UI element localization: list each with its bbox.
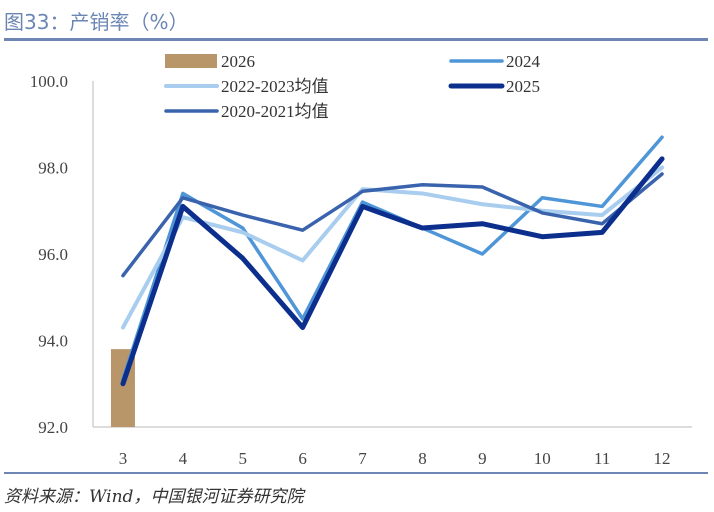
y-tick-label: 92.0 <box>38 418 68 437</box>
x-tick-label: 6 <box>298 449 307 468</box>
series-line-2022-2023均值 <box>120 165 665 330</box>
line-chart: 92.0 94.0 96.0 98.0 100.0 3 4 5 6 7 8 9 10 11 12 2026… <box>30 52 692 468</box>
series-line-2025 <box>120 156 665 387</box>
source-note: 资料来源：Wind，中国银河证券研究院 <box>4 487 304 507</box>
series-lines <box>120 135 665 387</box>
y-tick-label: 100.0 <box>30 72 68 91</box>
x-tick-label: 9 <box>478 449 487 468</box>
x-tick-label: 5 <box>239 449 248 468</box>
x-tick-label: 11 <box>594 449 610 468</box>
legend: 2026 2024 2022-2023均值 2025 2020-2021均值 <box>164 52 541 121</box>
x-tick-label: 8 <box>418 449 427 468</box>
x-tick-labels: 3 4 5 6 7 8 9 10 11 12 <box>119 449 671 468</box>
x-tick-label: 12 <box>654 449 671 468</box>
series-line-2020-2021均值 <box>121 172 664 278</box>
x-tick-label: 10 <box>534 449 551 468</box>
legend-label: 2024 <box>506 52 541 71</box>
y-tick-labels: 92.0 94.0 96.0 98.0 100.0 <box>30 72 68 437</box>
x-tick-label: 4 <box>179 449 188 468</box>
footer-divider <box>4 472 708 474</box>
y-tick-label: 94.0 <box>38 332 68 351</box>
legend-label: 2025 <box>506 77 540 96</box>
x-tick-label: 3 <box>119 449 128 468</box>
legend-swatch-2026 <box>165 54 217 68</box>
legend-label: 2020-2021均值 <box>221 102 329 121</box>
axes <box>92 81 692 428</box>
title-divider <box>4 38 708 41</box>
figure-title: 图33：产销率（%） <box>4 10 189 34</box>
x-tick-label: 7 <box>358 449 367 468</box>
y-tick-label: 98.0 <box>38 159 68 178</box>
y-tick-label: 96.0 <box>38 245 68 264</box>
series-line-2024 <box>121 135 664 382</box>
legend-label: 2022-2023均值 <box>221 77 329 96</box>
legend-label: 2026 <box>221 52 255 71</box>
